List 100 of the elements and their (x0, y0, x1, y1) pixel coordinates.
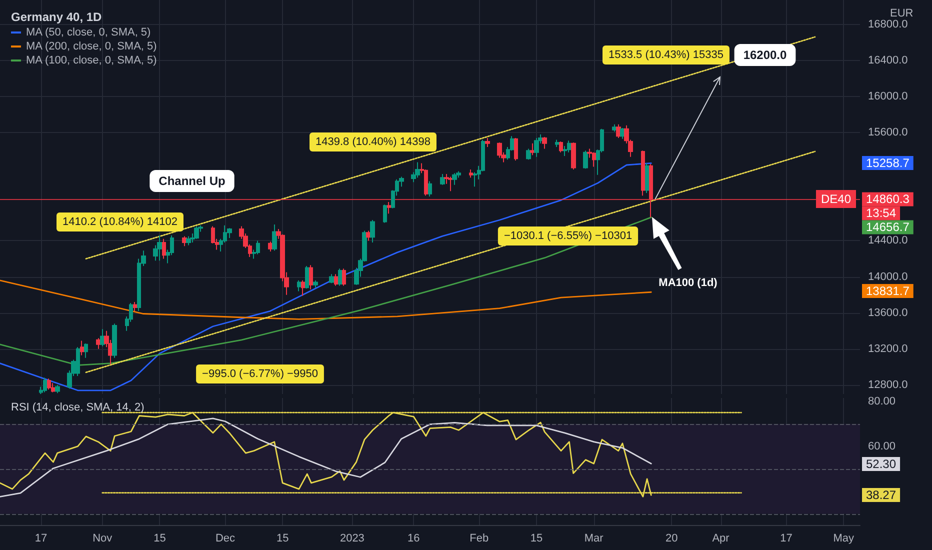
line-series (0, 162, 652, 392)
annotation: MA100 (1d) (658, 277, 718, 289)
candlestick (452, 172, 457, 186)
x-tick-label: Mar (584, 532, 604, 544)
candlestick (227, 228, 232, 239)
candlestick (534, 137, 539, 158)
x-tick-label: 16 (407, 532, 420, 544)
candlestick (133, 302, 137, 312)
candlestick (428, 180, 432, 198)
y-tick-label: 16800.0 (868, 18, 908, 30)
candlestick (84, 343, 88, 358)
candlestick (112, 323, 117, 358)
x-tick-label: 2023 (340, 532, 364, 544)
x-tick-label: 20 (665, 532, 678, 544)
candlestick (448, 176, 453, 192)
y-tick-label: 12800.0 (868, 378, 908, 391)
candlestick (162, 238, 166, 260)
annotation: 1439.8 (10.40%) 14398 (316, 136, 430, 148)
candlestick (342, 268, 346, 286)
y-tick-label: 16000.0 (868, 90, 908, 102)
candlestick (567, 140, 571, 153)
candlestick (96, 338, 101, 350)
y-tick-label: 15600.0 (868, 126, 908, 139)
candlestick (186, 236, 191, 246)
line-series (0, 216, 652, 366)
candlestick (80, 340, 84, 356)
y-tick-label: 13200.0 (868, 342, 908, 355)
candlestick (43, 377, 47, 393)
x-tick-label: Feb (470, 532, 489, 544)
y-tick-label: 13600.0 (868, 306, 908, 319)
candlestick (559, 141, 563, 153)
candlestick (440, 174, 445, 186)
candlestick (313, 280, 318, 288)
y-tick-label: 16400.0 (868, 54, 908, 66)
annotation: −1030.1 (−6.55%) −10301 (504, 230, 632, 242)
legend-label: MA (200, close, 0, SMA, 5) (26, 40, 157, 52)
candlestick (612, 124, 617, 132)
x-tick-label: 15 (154, 532, 166, 544)
candlestick (329, 274, 334, 284)
text: 13831.7 (866, 284, 910, 298)
y-tick-label: 14400.0 (868, 234, 908, 247)
candlestick (514, 137, 518, 161)
candlestick (387, 201, 391, 214)
candlestick (555, 139, 559, 148)
candlestick (47, 378, 51, 390)
y-axis-title: EUR (890, 8, 914, 20)
chart-title: RSI (14, close, SMA, 14, 2) (11, 402, 144, 414)
text: 15258.7 (866, 156, 910, 170)
candlestick (415, 162, 420, 178)
candlestick (645, 162, 649, 194)
candlestick (370, 219, 375, 244)
candlestick (485, 137, 490, 148)
line-series (0, 280, 652, 320)
annotation: 16200.0 (743, 48, 788, 62)
candlestick (301, 280, 305, 296)
annotation: 1410.2 (10.84%) 14102 (62, 216, 178, 228)
annotation: 1533.5 (10.43%) 15335 (608, 49, 724, 61)
x-tick-label: 17 (780, 532, 792, 544)
text: 52.30 (866, 457, 896, 471)
candlestick (256, 240, 260, 255)
candlestick (583, 150, 588, 170)
x-tick-label: 15 (530, 532, 543, 544)
x-tick-label: Apr (712, 532, 730, 544)
candlestick (571, 142, 576, 170)
x-tick-label: May (833, 532, 855, 544)
candlestick (641, 150, 645, 196)
legend-label: MA (100, close, 0, SMA, 5) (26, 54, 157, 66)
candlestick (305, 265, 309, 290)
legend-label: MA (50, close, 0, SMA, 5) (26, 26, 151, 38)
candlestick (194, 226, 199, 240)
candlestick (530, 142, 535, 156)
text: 13:54 (866, 206, 896, 220)
annotation: −995.0 (−6.77%) −9950 (202, 368, 318, 380)
candlestick (297, 280, 301, 292)
candlestick (100, 328, 105, 347)
ref-line-label: 14860.3 (866, 192, 910, 206)
text: Germany 40, 1D (11, 10, 102, 24)
y-tick-label: 60.00 (868, 440, 896, 452)
candlestick (526, 148, 531, 160)
x-tick-label: Dec (215, 532, 236, 544)
candlestick (55, 384, 60, 394)
candlestick (182, 236, 187, 247)
candlestick (309, 264, 313, 290)
candlestick (51, 382, 55, 393)
text: 38.27 (866, 488, 896, 502)
x-tick-label: Nov (92, 532, 113, 544)
candlestick (334, 274, 338, 286)
candlestick (383, 204, 387, 224)
candlestick (338, 268, 342, 286)
candlestick (542, 136, 547, 150)
text: 14656.7 (866, 220, 910, 234)
y-tick-label: 14000.0 (868, 270, 908, 283)
x-tick-label: 15 (276, 532, 289, 544)
candlestick (497, 142, 502, 158)
x-tick-label: 17 (34, 532, 48, 544)
candlestick (272, 224, 277, 252)
y-tick-label: 80.00 (868, 395, 896, 408)
annotation: Channel Up (158, 174, 226, 188)
candlestick (157, 234, 162, 262)
candlestick (469, 169, 473, 178)
